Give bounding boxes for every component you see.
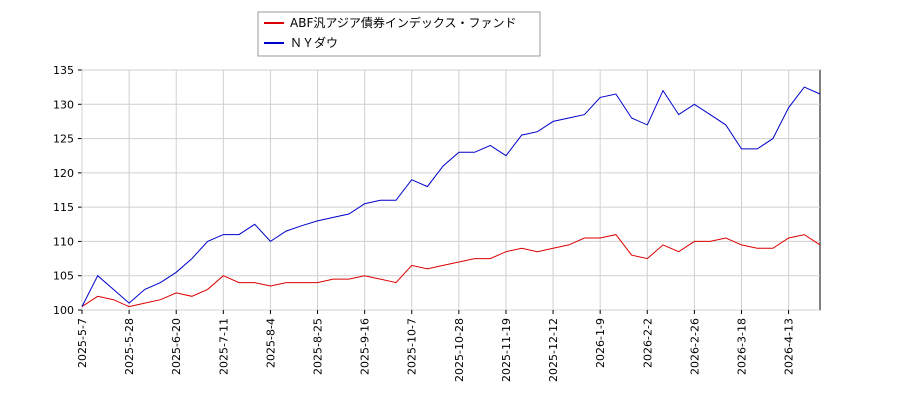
y-tick-label: 115 xyxy=(53,201,74,214)
x-tick-label: 2025-12-12 xyxy=(547,318,560,382)
x-tick-label: 2025-5-28 xyxy=(123,318,136,375)
series-line xyxy=(81,86,821,307)
y-tick-label: 110 xyxy=(53,235,74,248)
series-line xyxy=(81,234,821,308)
x-tick-label: 2026-3-18 xyxy=(735,318,748,375)
x-tick-label: 2025-8-4 xyxy=(264,318,277,368)
x-tick-label: 2026-1-9 xyxy=(594,318,607,368)
legend-label: ＮＹダウ xyxy=(290,35,338,50)
x-tick-label: 2025-7-11 xyxy=(217,318,230,375)
y-tick-label: 130 xyxy=(53,98,74,111)
x-tick-label: 2025-10-7 xyxy=(406,318,419,375)
x-tick-label: 2025-11-19 xyxy=(500,318,513,382)
x-tick-label: 2026-2-2 xyxy=(641,318,654,368)
x-tick-label: 2026-4-13 xyxy=(783,318,796,375)
y-tick-label: 105 xyxy=(53,270,74,283)
x-tick-label: 2025-9-16 xyxy=(359,318,372,375)
y-tick-label: 135 xyxy=(53,64,74,77)
x-tick-label: 2025-6-20 xyxy=(170,318,183,375)
legend-box xyxy=(257,11,541,57)
plot-frame xyxy=(81,69,821,311)
y-tick-label: 120 xyxy=(53,167,74,180)
x-tick-label: 2025-5-7 xyxy=(76,318,89,368)
y-tick-label: 125 xyxy=(53,133,74,146)
x-tick-label: 2025-8-25 xyxy=(312,318,325,375)
x-tick-label: 2025-10-28 xyxy=(453,318,466,382)
x-tick-label: 2026-2-26 xyxy=(688,318,701,375)
legend-label: ABF汎アジア債券インデックス・ファンド xyxy=(290,15,517,30)
y-tick-label: 100 xyxy=(53,304,74,317)
